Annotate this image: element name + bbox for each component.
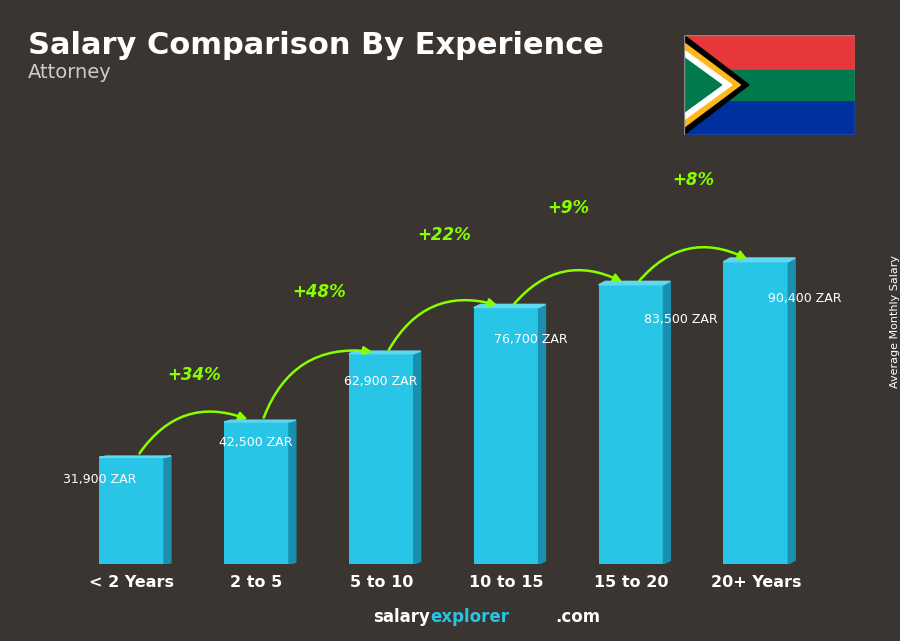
Bar xyxy=(598,285,663,564)
Polygon shape xyxy=(598,281,670,285)
Text: salary: salary xyxy=(374,608,430,626)
Bar xyxy=(473,308,538,564)
Text: Salary Comparison By Experience: Salary Comparison By Experience xyxy=(28,31,604,60)
Polygon shape xyxy=(289,420,296,564)
Bar xyxy=(724,262,788,564)
Polygon shape xyxy=(684,58,722,112)
Polygon shape xyxy=(684,43,741,127)
Polygon shape xyxy=(684,50,732,120)
Polygon shape xyxy=(473,304,545,308)
Bar xyxy=(224,422,289,564)
Text: 31,900 ZAR: 31,900 ZAR xyxy=(63,474,137,487)
Polygon shape xyxy=(164,456,171,564)
Bar xyxy=(684,35,855,85)
Polygon shape xyxy=(724,258,796,262)
Polygon shape xyxy=(663,281,670,564)
Text: +8%: +8% xyxy=(672,171,715,188)
Text: 83,500 ZAR: 83,500 ZAR xyxy=(644,313,717,326)
Bar xyxy=(684,85,855,135)
Polygon shape xyxy=(538,304,545,564)
Text: .com: .com xyxy=(555,608,600,626)
Polygon shape xyxy=(349,351,420,354)
Text: 42,500 ZAR: 42,500 ZAR xyxy=(219,436,292,449)
Text: 76,700 ZAR: 76,700 ZAR xyxy=(494,333,567,346)
Polygon shape xyxy=(414,351,420,564)
Text: explorer: explorer xyxy=(430,608,509,626)
Polygon shape xyxy=(99,456,171,458)
Bar xyxy=(349,354,414,564)
Text: 62,900 ZAR: 62,900 ZAR xyxy=(344,375,418,388)
Text: +22%: +22% xyxy=(417,226,471,244)
Polygon shape xyxy=(788,258,796,564)
Text: 90,400 ZAR: 90,400 ZAR xyxy=(769,292,842,305)
Bar xyxy=(99,458,164,564)
Text: +34%: +34% xyxy=(167,366,221,384)
Polygon shape xyxy=(684,35,749,135)
Bar xyxy=(684,70,855,100)
Polygon shape xyxy=(224,420,296,422)
Text: Average Monthly Salary: Average Monthly Salary xyxy=(890,254,900,388)
Text: Attorney: Attorney xyxy=(28,63,112,82)
Text: +48%: +48% xyxy=(292,283,346,301)
Text: +9%: +9% xyxy=(547,199,590,217)
